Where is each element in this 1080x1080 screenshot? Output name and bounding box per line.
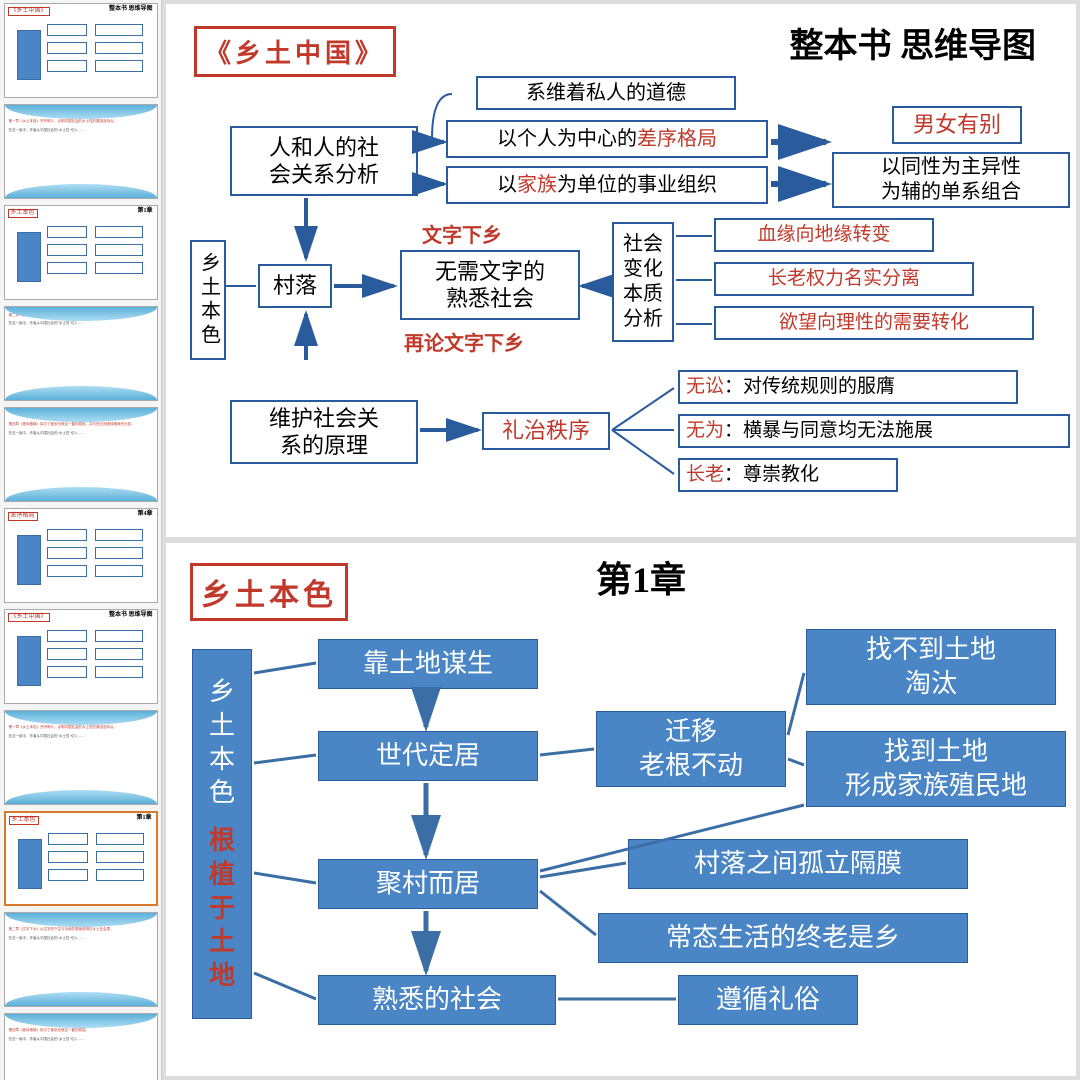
thumbnail-2[interactable]: 内容简介第一章《乡土本色》开宗明义，点明中国社会的乡土性的原因及特点。在这一版中… bbox=[4, 104, 158, 199]
box-gender: 男女有别 bbox=[892, 106, 1022, 144]
n3: 聚村而居 bbox=[318, 859, 538, 909]
lbl-wzxx: 文字下乡 bbox=[422, 219, 502, 248]
n2d: 找到土地 形成家族殖民地 bbox=[806, 731, 1066, 807]
box-familiar: 无需文字的 熟悉社会 bbox=[400, 250, 580, 320]
thumbnail-panel: 《乡土中国》整本书 思维导图 内容简介第一章《乡土本色》开宗明义，点明中国社会的… bbox=[0, 0, 162, 1080]
n1: 靠土地谋生 bbox=[318, 639, 538, 689]
k1a: 无讼 bbox=[686, 375, 724, 399]
k3b: ：尊崇教化 bbox=[724, 463, 819, 487]
slide-chapter1[interactable]: 乡土本色 第1章 乡土 本色 根植 于土 地 靠土地谋生 世代定居 迁移 老根不… bbox=[166, 543, 1076, 1076]
thumbnail-11[interactable]: 内容简介第四章《差序格局》探讨了差序也就这一套的原因。在这一版中，作者从中国社会… bbox=[4, 1013, 158, 1080]
box-change: 社会 变化 本质 分析 bbox=[612, 222, 674, 342]
root-col: 乡土 本色 根植 于土 地 bbox=[192, 649, 252, 1019]
n4b: 遵循礼俗 bbox=[678, 975, 858, 1025]
box-single-line: 以同性为主异性 为辅的单系组合 bbox=[832, 152, 1070, 208]
k2a: 无为 bbox=[686, 419, 724, 443]
thumbnail-5[interactable]: 内容简介第四章《差序格局》探讨了差序也就这一套的原因，并与西方的团体格局作比较。… bbox=[4, 407, 158, 502]
n3b: 村落之间孤立隔膜 bbox=[628, 839, 968, 889]
box-h2: 长老权力名实分离 bbox=[714, 262, 974, 296]
box-k3: 长老：尊崇教化 bbox=[678, 458, 898, 492]
n3c: 常态生活的终老是乡 bbox=[598, 913, 968, 963]
box-chaxu: 以个人为中心的差序格局 bbox=[446, 120, 768, 158]
box-h3: 欲望向理性的需要转化 bbox=[714, 306, 1034, 340]
k3a: 长老 bbox=[686, 463, 724, 487]
box-side-root: 乡土本色 bbox=[190, 240, 226, 360]
thumbnail-3[interactable]: 乡土本色第1章 bbox=[4, 205, 158, 300]
thumbnail-9[interactable]: 乡土本色第1章 bbox=[4, 811, 158, 906]
box-relations: 人和人的社 会关系分析 bbox=[230, 126, 418, 196]
root-b: 根植 于土 地 bbox=[203, 824, 241, 993]
thumbnail-8[interactable]: 内容简介第一章《乡土本色》开宗明义，点明中国社会的乡土性的原因及特点。在这一版中… bbox=[4, 710, 158, 805]
box-lizhi: 礼治秩序 bbox=[482, 412, 610, 450]
slide-area: 《乡土中国》 整本书 思维导图 人和人的社 会关系分析 系维着私人的道德 以个人… bbox=[162, 0, 1080, 1080]
thumbnail-4[interactable]: 第二章《文字下乡》从文字的产生与功用的角度说明在乡土社会里。在这一版中，作者从中… bbox=[4, 306, 158, 401]
box-village: 村落 bbox=[258, 264, 332, 308]
slide2-arrows bbox=[166, 543, 1076, 1076]
lbl-zlwzxx: 再论文字下乡 bbox=[404, 327, 524, 356]
root-a: 乡土 本色 bbox=[203, 675, 241, 810]
box-k1: 无讼：对传统规则的服膺 bbox=[678, 370, 1018, 404]
n2b: 迁移 老根不动 bbox=[596, 711, 786, 787]
slide2-title: 第1章 bbox=[596, 551, 686, 603]
box-morality: 系维着私人的道德 bbox=[476, 76, 736, 110]
slide2-badge: 乡土本色 bbox=[190, 563, 348, 621]
box-family: 以家族为单位的事业组织 bbox=[446, 166, 768, 204]
thumbnail-7[interactable]: 《乡土中国》整本书 思维导图 bbox=[4, 609, 158, 704]
slide1-badge: 《乡土中国》 bbox=[194, 26, 396, 77]
n2: 世代定居 bbox=[318, 731, 538, 781]
box-h1: 血缘向地缘转变 bbox=[714, 218, 934, 252]
box-k2: 无为：横暴与同意均无法施展 bbox=[678, 414, 1070, 448]
box-maintain: 维护社会关 系的原理 bbox=[230, 400, 418, 464]
slide-mindmap[interactable]: 《乡土中国》 整本书 思维导图 人和人的社 会关系分析 系维着私人的道德 以个人… bbox=[166, 4, 1076, 537]
thumbnail-1[interactable]: 《乡土中国》整本书 思维导图 bbox=[4, 3, 158, 98]
slide1-title: 整本书 思维导图 bbox=[790, 18, 1037, 67]
chaxu-pre: 以个人为中心的 bbox=[497, 127, 637, 152]
n4: 熟悉的社会 bbox=[318, 975, 556, 1025]
thumbnail-6[interactable]: 差序格局第4章 bbox=[4, 508, 158, 603]
thumbnail-10[interactable]: 内容简介第二章《文字下乡》从文字的产生与功用的角度说明在乡土社会里。在这一版中，… bbox=[4, 912, 158, 1007]
fam-red: 家族 bbox=[517, 173, 557, 198]
k1b: ：对传统规则的服膺 bbox=[724, 375, 895, 399]
fam-pre: 以 bbox=[497, 173, 517, 198]
fam-post: 为单位的事业组织 bbox=[557, 173, 717, 198]
chaxu-red: 差序格局 bbox=[637, 127, 717, 152]
n2c: 找不到土地 淘汰 bbox=[806, 629, 1056, 705]
k2b: ：横暴与同意均无法施展 bbox=[724, 419, 933, 443]
